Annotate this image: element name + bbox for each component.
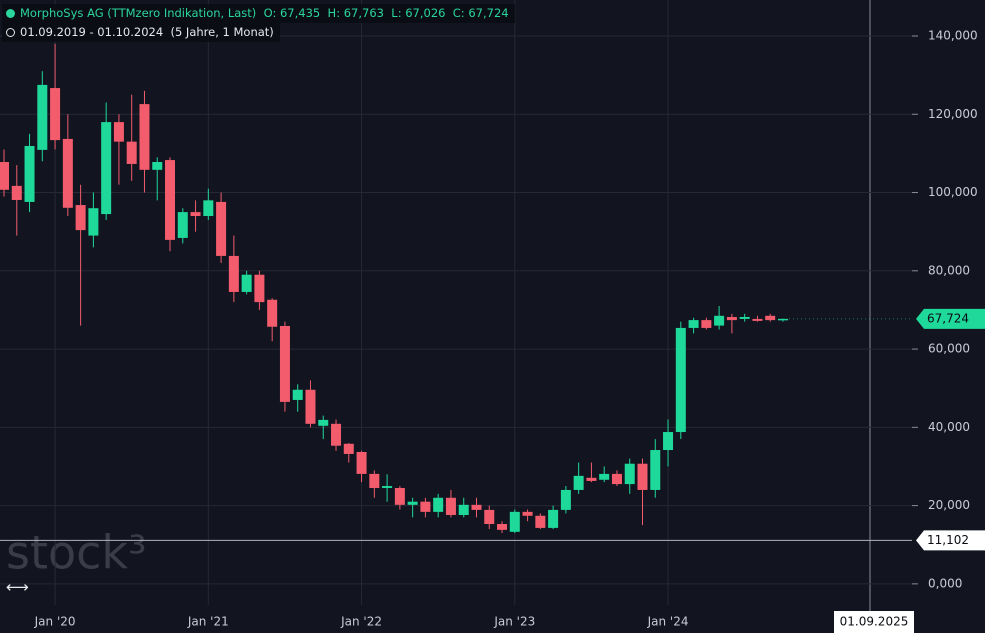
watermark: stock³ <box>6 526 147 580</box>
y-tick-label: 40,000 <box>928 420 970 434</box>
candle-body <box>714 315 725 326</box>
candle-body <box>152 162 163 170</box>
candle-body <box>216 201 227 256</box>
candle-body <box>343 443 354 454</box>
y-tick-label: 20,000 <box>928 498 970 512</box>
crosshair-tag <box>916 530 985 551</box>
candle-body <box>548 509 559 528</box>
candle-body <box>420 501 431 512</box>
candle-body <box>126 141 137 164</box>
ohlc-label: O: 67,435 <box>263 6 321 20</box>
last-price-label: 67,724 <box>927 311 969 325</box>
candle-body <box>11 185 22 200</box>
series-title: MorphoSys AG (TTMzero Indikation, Last) <box>20 6 257 20</box>
candle-body <box>113 122 124 142</box>
ohlc-label: L: 67,026 <box>391 6 446 20</box>
candle-body <box>75 205 86 231</box>
candle-body <box>331 423 342 446</box>
x-tick-label: Jan '22 <box>340 615 382 629</box>
candle-body <box>637 463 648 490</box>
candle-body <box>739 316 750 319</box>
clock-icon <box>6 28 15 37</box>
candle-body <box>611 473 622 485</box>
candle-body <box>254 274 265 303</box>
legend-header: MorphoSys AG (TTMzero Indikation, Last) … <box>2 4 515 42</box>
candle-body <box>203 200 214 217</box>
candle-body <box>777 318 788 321</box>
candle-body <box>382 486 393 488</box>
candle-body <box>445 497 456 515</box>
candle-body <box>573 475 584 490</box>
candle-body <box>560 489 571 510</box>
candle-body <box>663 432 674 451</box>
candle-body <box>267 299 278 327</box>
candle-body <box>228 255 239 292</box>
y-tick-label: 100,000 <box>928 185 978 199</box>
status-dot <box>6 9 15 18</box>
y-tick-label: 140,000 <box>928 29 978 43</box>
crosshair-date-label: 01.09.2025 <box>840 615 909 629</box>
candle-body <box>471 504 482 510</box>
candle-body <box>369 473 380 488</box>
y-tick-label: 0,000 <box>928 576 962 590</box>
candle-body <box>535 515 546 528</box>
crosshair-label: 11,102 <box>927 533 969 547</box>
candle-body <box>726 316 737 321</box>
candle-body <box>292 389 303 400</box>
x-tick-label: Jan '23 <box>493 615 535 629</box>
candle-body <box>88 208 99 236</box>
candle-body <box>509 511 520 532</box>
candle-body <box>522 511 533 516</box>
candle-body <box>24 145 35 202</box>
candle-body <box>624 463 635 485</box>
candle-body <box>50 88 61 141</box>
period: (5 Jahre, 1 Monat) <box>170 25 274 39</box>
candle-body <box>497 523 508 530</box>
x-tick-label: Jan '24 <box>647 615 689 629</box>
candle-body <box>101 122 112 215</box>
candle-body <box>586 477 597 481</box>
candle-body <box>701 320 712 328</box>
ohlc-label: H: 67,763 <box>327 6 384 20</box>
candle-body <box>139 104 150 170</box>
candle-body <box>305 389 316 424</box>
candle-body <box>0 162 9 190</box>
x-tick-label: Jan '21 <box>187 615 229 629</box>
candle-body <box>407 501 418 505</box>
candle-body <box>458 504 469 515</box>
candle-body <box>484 509 495 524</box>
candle-body <box>765 315 776 321</box>
candle-body <box>675 327 686 433</box>
candle-body <box>62 138 73 208</box>
candle-body <box>241 274 252 292</box>
candle-body <box>650 450 661 490</box>
last-price-tag <box>916 308 985 329</box>
crosshair-date-tag <box>834 611 914 633</box>
candle-body <box>190 212 201 217</box>
header-row: MorphoSys AG (TTMzero Indikation, Last) … <box>2 4 515 23</box>
y-tick-label: 120,000 <box>928 107 978 121</box>
candle-body <box>394 487 405 505</box>
candle-body <box>599 473 610 480</box>
candle-body <box>37 84 48 150</box>
x-tick-label: Jan '20 <box>34 615 76 629</box>
candle-body <box>752 318 763 321</box>
candle-body <box>688 320 699 328</box>
candle-body <box>433 497 444 512</box>
ohlc-label: C: 67,724 <box>452 6 509 20</box>
candle-body <box>165 160 176 240</box>
candle-body <box>318 419 329 426</box>
candle-body <box>177 212 188 238</box>
header-row: 01.09.2019 - 01.10.2024 (5 Jahre, 1 Mona… <box>2 23 280 42</box>
pan-icon[interactable]: ⟷ <box>6 578 29 597</box>
y-tick-label: 60,000 <box>928 342 970 356</box>
candle-body <box>356 451 367 474</box>
date-range: 01.09.2019 - 01.10.2024 <box>20 25 164 39</box>
y-tick-label: 80,000 <box>928 263 970 277</box>
candle-body <box>279 325 290 402</box>
